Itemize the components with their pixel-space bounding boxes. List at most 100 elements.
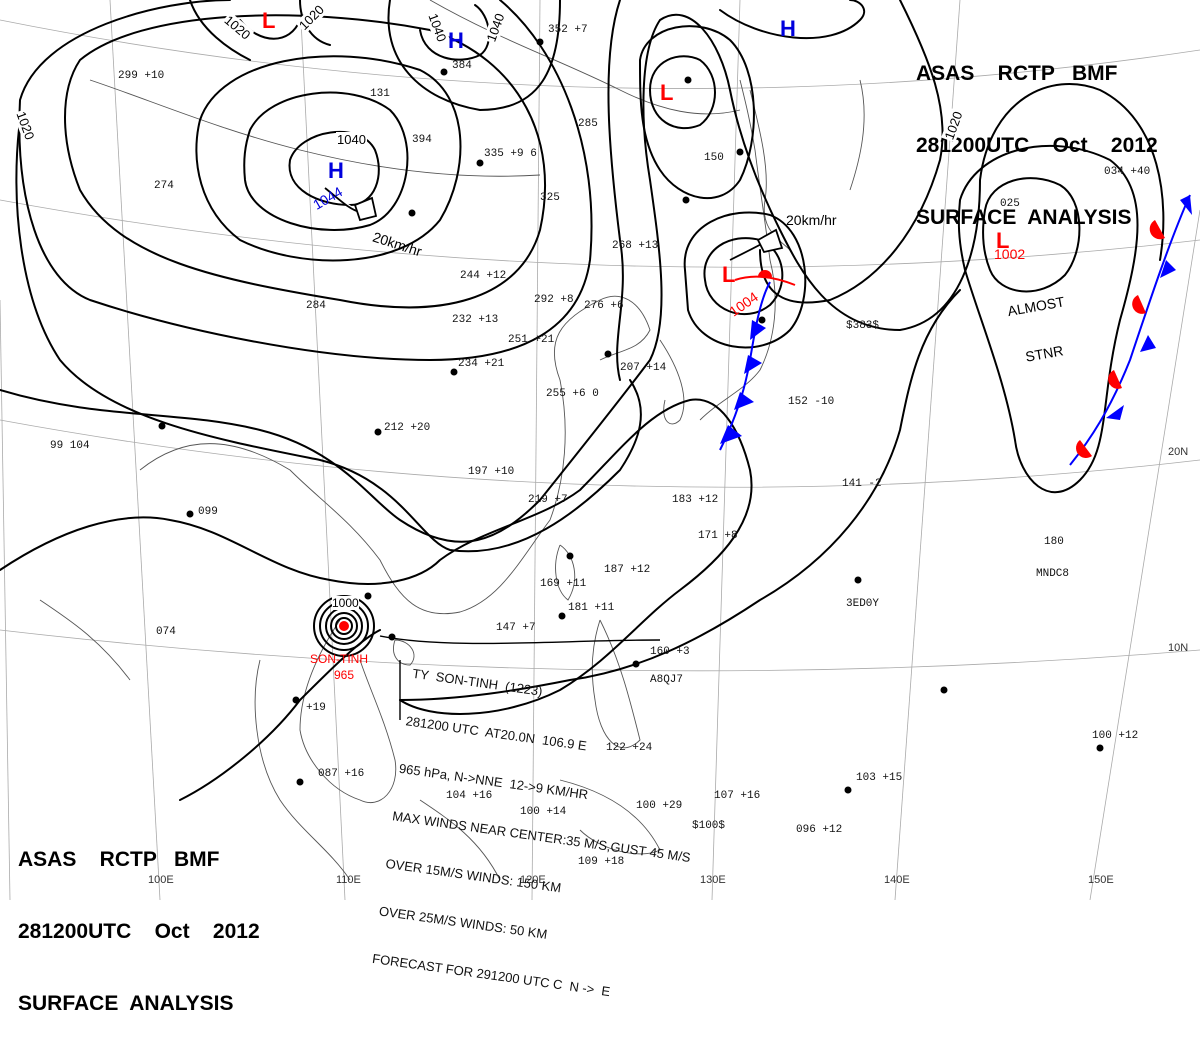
low-center-east-value: 1002 bbox=[994, 246, 1026, 262]
station-report: 074 bbox=[156, 626, 176, 638]
station-dot bbox=[844, 786, 852, 794]
low-center-north: L bbox=[660, 80, 674, 105]
typhoon-bulletin-line: 281200 UTC AT20.0N 106.9 E bbox=[404, 713, 588, 754]
station-report: 284 bbox=[306, 300, 326, 312]
fronts bbox=[719, 194, 1192, 466]
station-report: 212 +20 bbox=[384, 422, 431, 434]
coast-philippines-south bbox=[559, 779, 661, 855]
station-report: 147 +7 bbox=[496, 622, 536, 634]
header-top-line2: 281200UTC Oct 2012 bbox=[916, 134, 1158, 157]
station-report: 197 +10 bbox=[468, 466, 515, 478]
station-report: 187 +12 bbox=[604, 564, 651, 576]
isobar-1016-main bbox=[0, 13, 1165, 543]
station-dot bbox=[440, 68, 448, 76]
isobar-h1044-inner bbox=[288, 130, 380, 207]
meridian-90e bbox=[0, 299, 11, 900]
station-report: 285 bbox=[578, 118, 598, 130]
isobar-1020-west bbox=[15, 119, 642, 553]
station-dot bbox=[388, 633, 396, 641]
typhoon-center-pressure: 1000 bbox=[332, 596, 359, 610]
isobar-1002-ring bbox=[982, 177, 1081, 293]
station-report: 096 +12 bbox=[796, 824, 843, 836]
station-dot bbox=[186, 510, 194, 518]
stationary-front-east-warm bbox=[1076, 220, 1165, 458]
cold-front-triangle bbox=[720, 425, 742, 444]
isobar-1024 bbox=[18, 0, 593, 362]
cold-front-triangle bbox=[1160, 260, 1176, 278]
low-motion-arrowhead bbox=[756, 228, 784, 254]
station-report: 181 +11 bbox=[568, 602, 615, 614]
isobar-1036-ring bbox=[243, 91, 409, 231]
station-dot bbox=[408, 209, 416, 217]
isobar-1012-tropical bbox=[0, 398, 753, 715]
station-dot bbox=[536, 38, 544, 46]
header-top-right: ASAS RCTP BMF 281200UTC Oct 2012 SURFACE… bbox=[916, 14, 1158, 254]
station-report: $383$ bbox=[846, 320, 880, 332]
station-dot bbox=[604, 350, 612, 358]
high-center-1044: H bbox=[328, 158, 344, 183]
coast-indochina bbox=[299, 619, 397, 804]
parallel-20n bbox=[0, 419, 1200, 488]
station-report: 251 +21 bbox=[508, 334, 555, 346]
station-report: 292 +8 bbox=[534, 294, 574, 306]
low-center-japan: L bbox=[722, 262, 736, 287]
station-report: MNDC8 bbox=[1036, 568, 1070, 580]
warm-front-semicircle bbox=[1132, 295, 1146, 314]
isobar-1006-east bbox=[957, 144, 1139, 494]
cold-front-triangle bbox=[744, 355, 762, 374]
station-report: 99 104 bbox=[50, 440, 90, 452]
latitude-label-10n: 10N bbox=[1168, 642, 1189, 654]
station-report: 244 +12 bbox=[460, 270, 507, 282]
meridian-130e bbox=[711, 0, 741, 900]
cold-front-triangle bbox=[734, 392, 754, 410]
low-center-top: L bbox=[262, 8, 276, 33]
high-center-north: H bbox=[448, 28, 464, 53]
typhoon-ring-2 bbox=[330, 612, 358, 640]
station-dot bbox=[632, 660, 640, 668]
station-report: 100 +12 bbox=[1092, 730, 1139, 742]
typhoon-leader-line bbox=[379, 635, 661, 645]
typhoon-bulletin: TY SON-TINH (1223) 281200 UTC AT20.0N 10… bbox=[369, 634, 716, 1024]
station-report: 141 -2 bbox=[842, 478, 882, 490]
station-report: 109 +18 bbox=[578, 856, 625, 868]
isobar-1020-north bbox=[607, 0, 624, 381]
station-report: 122 +24 bbox=[606, 742, 653, 754]
station-report: 352 +7 bbox=[548, 24, 588, 36]
station-report: $100$ bbox=[692, 820, 726, 832]
station-report: 384 bbox=[452, 60, 472, 72]
longitude-label-110e: 110E bbox=[336, 874, 361, 886]
station-report: 100 +29 bbox=[636, 800, 683, 812]
stationary-label-line2: STNR bbox=[1024, 342, 1065, 365]
parallel-40n bbox=[0, 19, 1200, 89]
station-report: 171 +8 bbox=[698, 530, 738, 542]
typhoon-ring-1 bbox=[335, 617, 353, 635]
station-dot bbox=[940, 686, 948, 694]
station-report: 131 bbox=[370, 88, 390, 100]
isobar-high-ne bbox=[719, 0, 866, 40]
coast-malay bbox=[254, 659, 351, 881]
typhoon-name: SON-TINH bbox=[310, 652, 368, 666]
motion-arrows bbox=[324, 187, 784, 261]
cold-front-triangle bbox=[1140, 335, 1156, 352]
station-dot bbox=[1096, 744, 1104, 752]
warm-front-semicircle bbox=[1076, 440, 1092, 458]
header-bottom-line1: ASAS RCTP BMF bbox=[18, 848, 220, 871]
station-report: 335 +9 6 bbox=[484, 148, 537, 160]
longitude-label-150e: 150E bbox=[1088, 874, 1114, 886]
station-report: 183 +12 bbox=[672, 494, 719, 506]
station-dot bbox=[296, 778, 304, 786]
parallel-10n bbox=[0, 629, 1200, 672]
coast-luzon bbox=[591, 619, 641, 749]
station-dot bbox=[558, 612, 566, 620]
parallel-30n bbox=[0, 199, 1200, 268]
station-report: 034 +40 bbox=[1104, 166, 1151, 178]
header-top-line1: ASAS RCTP BMF bbox=[916, 62, 1118, 85]
isobar-low1004-ring bbox=[703, 237, 784, 315]
warm-front-semicircle bbox=[1108, 370, 1122, 389]
coast-hainan bbox=[393, 639, 415, 666]
typhoon-center-dot bbox=[339, 621, 349, 631]
weather-map bbox=[0, 0, 1200, 900]
header-top-line3: SURFACE ANALYSIS bbox=[916, 206, 1132, 229]
high-motion-arrowhead bbox=[353, 196, 378, 222]
station-report: 325 bbox=[540, 192, 560, 204]
